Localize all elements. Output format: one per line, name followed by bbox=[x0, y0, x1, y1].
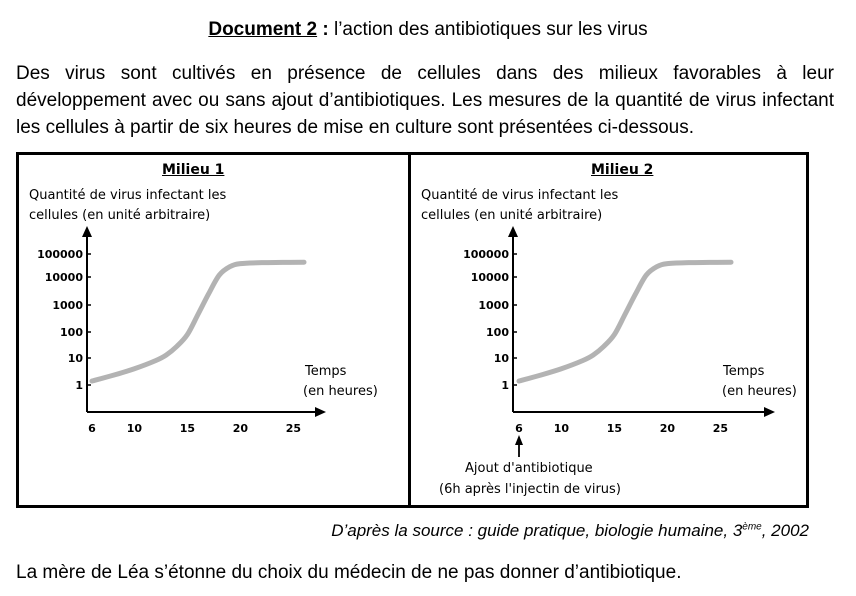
chart-title: Milieu 2 bbox=[591, 162, 654, 178]
x-axis-label-line-2: (en heures) bbox=[722, 384, 797, 399]
y-tick-label: 1 bbox=[501, 379, 509, 392]
x-tick-label: 25 bbox=[286, 422, 301, 435]
annotation-arrow-head bbox=[515, 435, 523, 445]
chart-panel-milieu-1: 1 10 100 1000 10000 100000 6 10 15 20 25 Milieu 1 … bbox=[19, 155, 408, 505]
y-axis-arrow bbox=[508, 226, 518, 237]
document-title-text: l’action des antibiotiques sur les virus bbox=[333, 19, 648, 40]
x-tick-label: 10 bbox=[127, 422, 143, 435]
x-axis-label-line-2: (en heures) bbox=[303, 384, 378, 399]
y-tick-label: 1 bbox=[75, 379, 83, 392]
series-line bbox=[89, 259, 307, 384]
chart-milieu-2: 1 10 100 1000 10000 100000 6 10 15 20 25 bbox=[463, 226, 775, 457]
y-tick-label: 10000 bbox=[471, 271, 510, 284]
x-tick-label: 15 bbox=[180, 422, 195, 435]
y-axis-label-line-1: Quantité de virus infectant les bbox=[29, 188, 227, 203]
source-year: , 2002 bbox=[761, 521, 809, 540]
y-tick-label: 100 bbox=[60, 326, 83, 339]
chart-panel-milieu-2: 1 10 100 1000 10000 100000 6 10 15 20 25 Milieu 2 … bbox=[411, 155, 806, 505]
x-axis-arrow bbox=[764, 407, 775, 417]
x-tick-label: 15 bbox=[607, 422, 622, 435]
y-axis-label-line-2: cellules (en unité arbitraire) bbox=[421, 208, 603, 223]
figure-frame: 1 10 100 1000 10000 100000 6 10 15 20 25 Milieu 1 … bbox=[16, 152, 809, 508]
chart-title: Milieu 1 bbox=[162, 162, 225, 178]
x-tick-label: 20 bbox=[233, 422, 249, 435]
document-title: Document 2 : l’action des antibiotiques … bbox=[0, 19, 856, 41]
y-tick-label: 1000 bbox=[478, 299, 509, 312]
y-tick-label: 10000 bbox=[45, 271, 84, 284]
y-tick-label: 10 bbox=[68, 352, 84, 365]
intro-paragraph: Des virus sont cultivés en présence de c… bbox=[16, 63, 834, 138]
x-axis-arrow bbox=[315, 407, 326, 417]
y-tick-label: 100000 bbox=[463, 248, 509, 261]
x-axis-label-line-1: Temps bbox=[305, 364, 347, 379]
x-tick-label: 25 bbox=[713, 422, 728, 435]
y-tick-label: 1000 bbox=[52, 299, 83, 312]
antibiotic-annotation-line-1: Ajout d'antibiotique bbox=[465, 461, 593, 476]
y-tick-label: 100000 bbox=[37, 248, 83, 261]
x-tick-label: 6 bbox=[515, 422, 523, 435]
source-text: D’après la source : guide pratique, biol… bbox=[331, 521, 743, 540]
source-superscript: ème bbox=[742, 521, 762, 533]
closing-sentence: La mère de Léa s’étonne du choix du méde… bbox=[16, 562, 682, 583]
y-tick-label: 10 bbox=[494, 352, 510, 365]
chart-milieu-1: 1 10 100 1000 10000 100000 6 10 15 20 25 bbox=[37, 226, 326, 435]
source-citation: D’après la source : guide pratique, biol… bbox=[331, 521, 809, 541]
antibiotic-annotation-line-2: (6h après l'injectin de virus) bbox=[439, 482, 621, 497]
y-tick-label: 100 bbox=[486, 326, 509, 339]
y-axis-arrow bbox=[82, 226, 92, 237]
panel-divider bbox=[408, 155, 411, 505]
x-axis-label-line-1: Temps bbox=[723, 364, 765, 379]
x-tick-label: 6 bbox=[88, 422, 96, 435]
y-axis-label-line-2: cellules (en unité arbitraire) bbox=[29, 208, 211, 223]
x-tick-label: 10 bbox=[554, 422, 570, 435]
x-tick-label: 20 bbox=[660, 422, 676, 435]
series-line bbox=[516, 259, 734, 384]
document-label: Document 2 bbox=[208, 19, 318, 40]
title-colon: : bbox=[322, 19, 329, 40]
y-axis-label-line-1: Quantité de virus infectant les bbox=[421, 188, 619, 203]
